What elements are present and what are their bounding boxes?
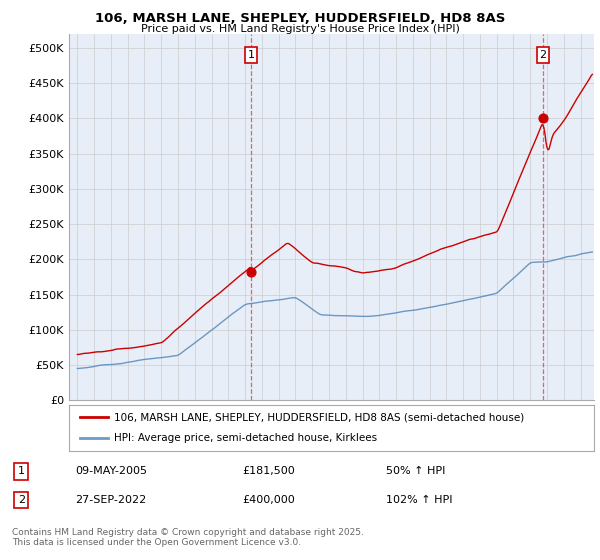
Text: 27-SEP-2022: 27-SEP-2022	[76, 495, 146, 505]
Text: 1: 1	[247, 50, 254, 60]
Point	[538, 114, 548, 123]
Text: 09-MAY-2005: 09-MAY-2005	[76, 466, 148, 477]
Text: 50% ↑ HPI: 50% ↑ HPI	[386, 466, 446, 477]
Text: HPI: Average price, semi-detached house, Kirklees: HPI: Average price, semi-detached house,…	[113, 433, 377, 444]
Text: Price paid vs. HM Land Registry's House Price Index (HPI): Price paid vs. HM Land Registry's House …	[140, 24, 460, 34]
Text: 2: 2	[18, 495, 25, 505]
Point	[246, 268, 256, 277]
Text: £400,000: £400,000	[242, 495, 295, 505]
Text: 2: 2	[539, 50, 547, 60]
Text: Contains HM Land Registry data © Crown copyright and database right 2025.
This d: Contains HM Land Registry data © Crown c…	[12, 528, 364, 547]
Text: 106, MARSH LANE, SHEPLEY, HUDDERSFIELD, HD8 8AS (semi-detached house): 106, MARSH LANE, SHEPLEY, HUDDERSFIELD, …	[113, 412, 524, 422]
Text: 1: 1	[18, 466, 25, 477]
Text: 102% ↑ HPI: 102% ↑ HPI	[386, 495, 453, 505]
Text: 106, MARSH LANE, SHEPLEY, HUDDERSFIELD, HD8 8AS: 106, MARSH LANE, SHEPLEY, HUDDERSFIELD, …	[95, 12, 505, 25]
Text: £181,500: £181,500	[242, 466, 295, 477]
